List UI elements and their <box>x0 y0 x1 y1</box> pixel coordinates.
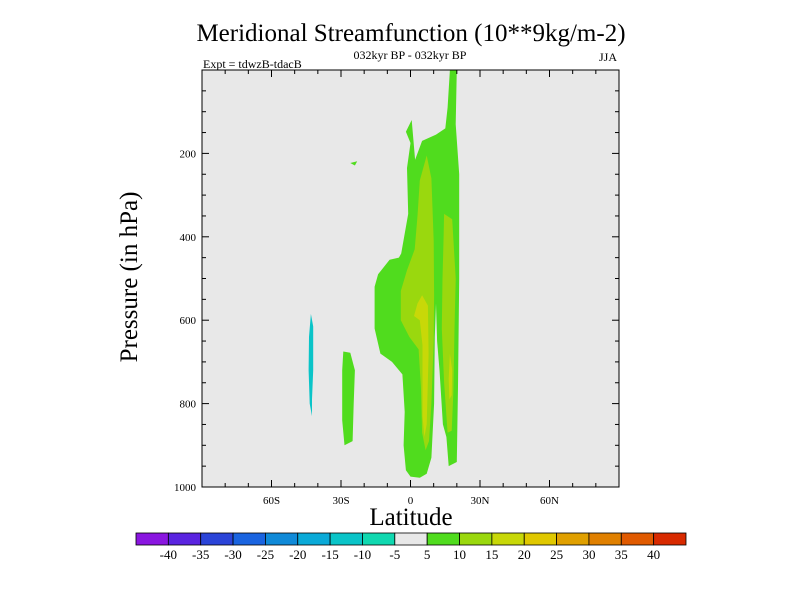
colorbar-level-label: 10 <box>453 547 466 562</box>
colorbar-level-label: -10 <box>354 547 371 562</box>
y-tick-label: 400 <box>180 232 197 244</box>
colorbar-swatch <box>523 532 557 546</box>
colorbar-level-label: 35 <box>615 547 628 562</box>
colorbar-level-label: -5 <box>389 547 400 562</box>
chart-subtitle-center: 032kyr BP - 032kyr BP <box>354 48 467 62</box>
colorbar-swatch <box>329 532 363 546</box>
colorbar-swatch <box>200 532 234 546</box>
colorbar-swatch <box>588 532 622 546</box>
colorbar-level-label: 40 <box>647 547 660 562</box>
colorbar-swatch <box>362 532 396 546</box>
axis-ticks <box>201 70 620 488</box>
x-tick-label: 60S <box>263 495 280 507</box>
colorbar-level-label: -15 <box>321 547 338 562</box>
x-tick-label: 30N <box>471 495 490 507</box>
y-tick-label: 600 <box>180 315 197 327</box>
colorbar-swatch <box>556 532 590 546</box>
chart-subtitle-left: Expt = tdwzB-tdacB <box>203 57 302 71</box>
contour-region-pos-5-dot <box>350 161 358 166</box>
y-tick-label: 800 <box>180 399 197 411</box>
y-axis-label: Pressure (in hPa) <box>116 192 143 363</box>
colorbar-swatch <box>459 532 493 546</box>
x-axis-label: Latitude <box>369 504 452 531</box>
contour-region-pos-5-lower-blob <box>342 351 355 446</box>
colorbar-level-label: 5 <box>424 547 431 562</box>
colorbar-swatch <box>297 532 331 546</box>
colorbar-swatch <box>653 532 687 546</box>
colorbar-swatch <box>491 532 525 546</box>
colorbar-level-label: -30 <box>224 547 241 562</box>
colorbar-level-label: -35 <box>192 547 209 562</box>
contour-region-pos-15-west <box>414 295 429 437</box>
colorbar-labels: -40 -35 -30 -25 -20 -15 -10 -5 5 10 15 20 25 30 35 40 <box>160 547 660 562</box>
contour-region-pos-10-east <box>441 213 456 433</box>
chart-title: Meridional Streamfunction (10**9kg/m-2) <box>196 20 625 47</box>
y-tick-label: 200 <box>180 148 197 160</box>
colorbar-swatch <box>135 532 169 546</box>
colorbar-level-label: -40 <box>160 547 177 562</box>
contour-regions <box>308 70 460 478</box>
axis-tick-labels: 60S 30S 0 30N 60N 200 400 600 800 1000 <box>174 148 559 507</box>
colorbar-swatch <box>167 532 202 546</box>
x-tick-label: 60N <box>540 495 559 507</box>
x-tick-label: 30S <box>332 495 349 507</box>
colorbar <box>135 532 687 546</box>
colorbar-swatch <box>232 532 266 546</box>
colorbar-level-label: 20 <box>518 547 531 562</box>
colorbar-level-label: -20 <box>289 547 306 562</box>
contour-region-pos-15-east <box>448 353 453 400</box>
colorbar-level-label: 30 <box>582 547 595 562</box>
colorbar-swatch <box>265 532 299 546</box>
chart-subtitle-right: JJA <box>599 50 617 64</box>
colorbar-swatch <box>394 532 428 546</box>
colorbar-swatch <box>620 532 655 546</box>
x-tick-label: 0 <box>408 495 414 507</box>
contour-region-neg-10-patch <box>308 313 314 417</box>
colorbar-level-label: 15 <box>485 547 498 562</box>
colorbar-level-label: 25 <box>550 547 563 562</box>
y-tick-label: 1000 <box>174 482 197 494</box>
colorbar-level-label: -25 <box>257 547 274 562</box>
colorbar-swatch <box>426 532 460 546</box>
